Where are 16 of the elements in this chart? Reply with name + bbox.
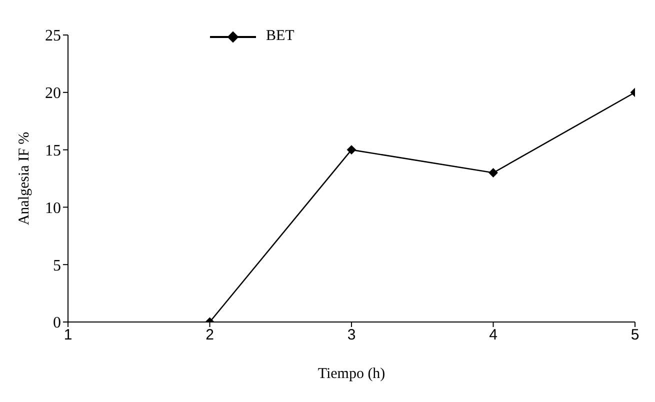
- y-tick-label: 20: [45, 85, 61, 102]
- x-tick-label: 1: [64, 326, 72, 344]
- point: [347, 145, 356, 154]
- point: [488, 168, 498, 178]
- x-axis-title: Tiempo (h): [318, 366, 386, 382]
- y-tick-label: 5: [53, 257, 61, 274]
- y-tick-label: 10: [45, 200, 61, 217]
- y-tick-label: 25: [45, 28, 61, 45]
- y-axis-title: Analgesia IF %: [16, 132, 32, 226]
- y-tick-label: 15: [45, 142, 61, 160]
- x-tick-label: 4: [489, 326, 498, 344]
- x-tick-label: 2: [206, 326, 214, 344]
- y-tick-label: 0: [53, 314, 61, 332]
- x-tick-label: 5: [630, 326, 640, 344]
- x-tick-label: 3: [347, 326, 356, 344]
- legend-label: BET: [266, 28, 294, 45]
